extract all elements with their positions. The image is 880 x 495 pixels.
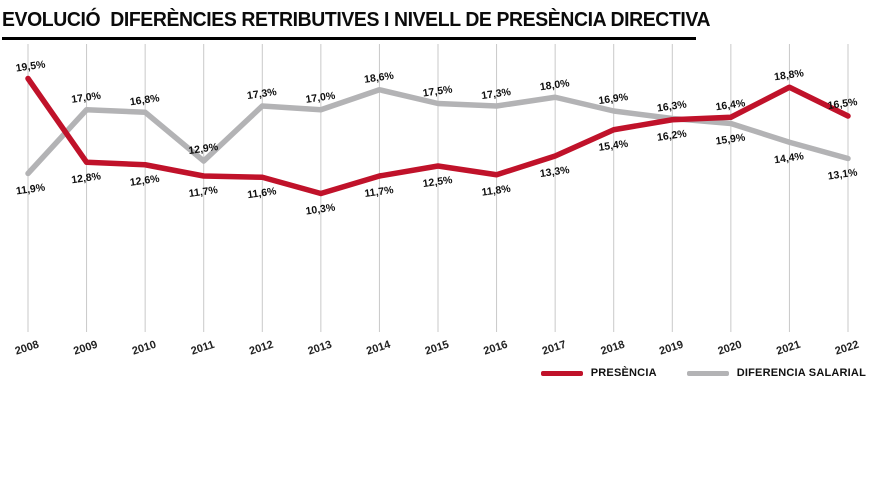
svg-text:2013: 2013 — [306, 339, 333, 358]
presencia-line-swatch — [540, 370, 583, 376]
svg-text:16,5%: 16,5% — [827, 96, 859, 112]
svg-text:17,0%: 17,0% — [71, 90, 103, 106]
legend-label-diferencia-salarial: DIFERENCIA SALARIAL — [736, 367, 866, 379]
svg-text:2017: 2017 — [541, 339, 568, 358]
svg-text:16,9%: 16,9% — [598, 91, 630, 107]
svg-text:2011: 2011 — [190, 339, 216, 358]
svg-text:18,0%: 18,0% — [539, 77, 571, 93]
svg-text:17,3%: 17,3% — [246, 86, 278, 102]
svg-text:12,5%: 12,5% — [422, 174, 454, 190]
svg-text:2021: 2021 — [775, 339, 802, 358]
svg-text:2008: 2008 — [14, 339, 41, 358]
title-underline — [2, 37, 696, 40]
svg-text:2022: 2022 — [834, 339, 861, 358]
svg-text:16,3%: 16,3% — [656, 98, 688, 114]
svg-text:2018: 2018 — [599, 339, 626, 358]
svg-text:11,7%: 11,7% — [188, 184, 219, 200]
chart-header: EVOLUCIÓ DIFERÈNCIES RETRIBUTIVES I NIVE… — [0, 0, 880, 40]
svg-text:2010: 2010 — [131, 339, 158, 358]
diferencia-salarial-line-swatch — [686, 370, 729, 376]
svg-text:2019: 2019 — [658, 339, 685, 358]
svg-text:16,2%: 16,2% — [656, 128, 688, 144]
svg-text:11,8%: 11,8% — [481, 183, 512, 199]
chart-legend: PRESÈNCIA DIFERENCIA SALARIAL — [0, 367, 880, 379]
svg-text:17,0%: 17,0% — [305, 90, 337, 106]
svg-text:2014: 2014 — [365, 338, 393, 357]
legend-item-presencia: PRESÈNCIA — [540, 367, 657, 379]
svg-text:15,4%: 15,4% — [598, 138, 630, 154]
svg-text:2016: 2016 — [482, 339, 509, 358]
svg-text:2009: 2009 — [72, 339, 99, 358]
svg-text:16,4%: 16,4% — [715, 97, 747, 113]
svg-text:10,3%: 10,3% — [305, 201, 337, 217]
svg-text:19,5%: 19,5% — [15, 58, 47, 74]
svg-text:18,6%: 18,6% — [363, 70, 395, 86]
svg-text:2020: 2020 — [716, 339, 743, 358]
legend-item-diferencia-salarial: DIFERENCIA SALARIAL — [686, 367, 866, 379]
chart-title: EVOLUCIÓ DIFERÈNCIES RETRIBUTIVES I NIVE… — [2, 9, 711, 31]
svg-text:18,8%: 18,8% — [773, 67, 805, 83]
svg-text:11,9%: 11,9% — [15, 181, 46, 197]
svg-text:12,6%: 12,6% — [129, 173, 161, 189]
svg-text:13,1%: 13,1% — [827, 166, 859, 182]
svg-text:16,8%: 16,8% — [129, 92, 161, 108]
svg-text:17,5%: 17,5% — [422, 83, 454, 99]
svg-text:11,6%: 11,6% — [247, 185, 278, 201]
svg-text:14,4%: 14,4% — [773, 150, 805, 166]
line-chart: 2008 2009 2010 2011 2012 2013 2014 2015 2016 2017… — [14, 44, 861, 358]
legend-label-presencia: PRESÈNCIA — [590, 367, 657, 379]
svg-text:2015: 2015 — [424, 339, 451, 358]
svg-text:17,3%: 17,3% — [481, 86, 513, 102]
svg-text:15,9%: 15,9% — [715, 131, 747, 147]
svg-text:11,7%: 11,7% — [364, 184, 395, 200]
svg-text:12,8%: 12,8% — [71, 170, 103, 186]
svg-text:12,9%: 12,9% — [188, 141, 220, 157]
svg-text:2012: 2012 — [248, 339, 275, 358]
svg-text:13,3%: 13,3% — [539, 164, 571, 180]
